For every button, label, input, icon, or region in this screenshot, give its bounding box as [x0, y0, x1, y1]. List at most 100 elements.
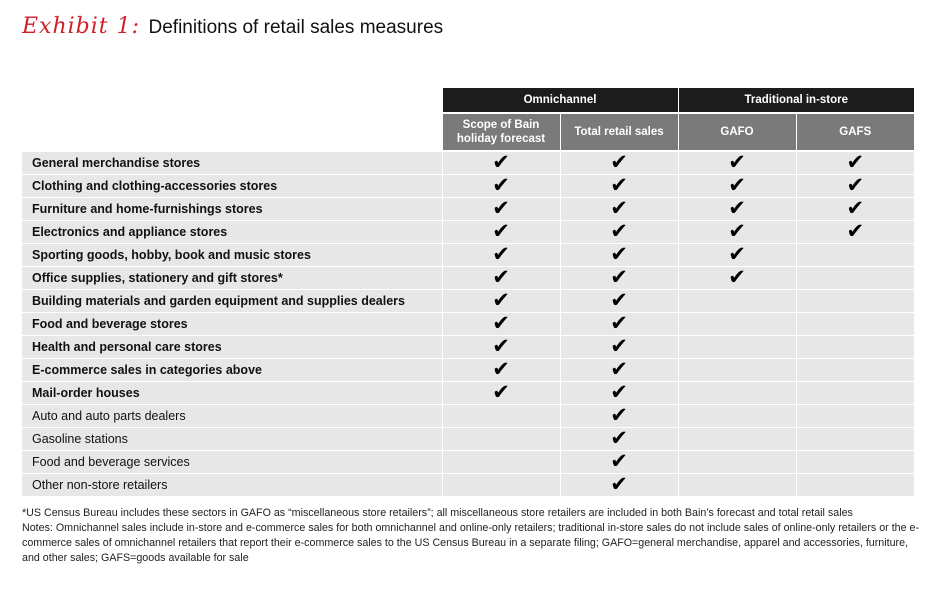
- checkmark-icon: ✔: [610, 173, 628, 197]
- cell-gafs: ✔: [795, 219, 915, 244]
- table-row: Sporting goods, hobby, book and music st…: [22, 242, 915, 267]
- checkmark-icon: ✔: [610, 380, 628, 404]
- column-header-bain-forecast: Scope of Bain holiday forecast: [441, 112, 560, 150]
- cell-total-retail: ✔: [559, 404, 679, 428]
- column-header-gafs: GAFS: [795, 112, 915, 150]
- cell-gafs: [795, 450, 915, 474]
- cell-total-retail: ✔: [559, 242, 679, 267]
- cell-gafs: [795, 358, 915, 382]
- row-label: Office supplies, stationery and gift sto…: [22, 266, 442, 290]
- cell-gafo: ✔: [677, 196, 797, 221]
- checkmark-icon: ✔: [610, 334, 628, 358]
- cell-total-retail: ✔: [559, 312, 679, 336]
- checkmark-icon: ✔: [610, 219, 628, 243]
- cell-gafs: [795, 312, 915, 336]
- checkmark-icon: ✔: [728, 150, 746, 174]
- cell-bain-forecast: ✔: [441, 311, 560, 336]
- row-label: E-commerce sales in categories above: [22, 358, 442, 382]
- cell-gafs: [795, 289, 915, 313]
- checkmark-icon: ✔: [492, 380, 510, 404]
- group-header-traditional: Traditional in-store: [677, 88, 915, 113]
- cell-bain-forecast: ✔: [441, 289, 560, 313]
- header-spacer: [22, 113, 442, 150]
- cell-bain-forecast: ✔: [441, 334, 560, 359]
- checkmark-icon: ✔: [492, 219, 510, 243]
- row-label: Gasoline stations: [22, 427, 442, 451]
- cell-gafo: [677, 312, 797, 336]
- checkmark-icon: ✔: [610, 426, 628, 450]
- table-row: Building materials and garden equipment …: [22, 288, 915, 313]
- cell-gafo: ✔: [677, 265, 797, 290]
- cell-total-retail: ✔: [559, 357, 679, 382]
- cell-bain-forecast: ✔: [441, 150, 560, 175]
- table-row: Clothing and clothing-accessories stores…: [22, 173, 915, 198]
- checkmark-icon: ✔: [610, 196, 628, 220]
- checkmark-icon: ✔: [846, 219, 865, 243]
- table-row: Electronics and appliance stores ✔ ✔ ✔ ✔: [22, 219, 915, 244]
- checkmark-icon: ✔: [846, 173, 865, 197]
- cell-gafo: [677, 450, 797, 474]
- cell-gafs: [795, 335, 915, 359]
- column-header-total-retail: Total retail sales: [559, 112, 679, 150]
- row-label: Sporting goods, hobby, book and music st…: [22, 243, 442, 267]
- table-row: Health and personal care stores ✔ ✔: [22, 334, 915, 359]
- cell-gafo: [677, 381, 797, 405]
- cell-gafs: ✔: [795, 173, 915, 198]
- cell-gafs: [795, 473, 915, 497]
- cell-gafo: [677, 289, 797, 313]
- table-row: Gasoline stations ✔: [22, 426, 915, 451]
- cell-gafs: [795, 381, 915, 405]
- checkmark-icon: ✔: [728, 196, 746, 220]
- footnotes: *US Census Bureau includes these sectors…: [22, 506, 922, 566]
- checkmark-icon: ✔: [492, 357, 510, 381]
- column-header-gafo: GAFO: [677, 112, 797, 150]
- checkmark-icon: ✔: [728, 219, 746, 243]
- group-header-row: Omnichannel Traditional in-store: [22, 88, 915, 113]
- checkmark-icon: ✔: [492, 334, 510, 358]
- cell-gafo: [677, 427, 797, 451]
- cell-total-retail: ✔: [559, 380, 679, 405]
- cell-total-retail: ✔: [559, 219, 679, 244]
- cell-bain-forecast: [441, 427, 560, 451]
- checkmark-icon: ✔: [846, 196, 865, 220]
- cell-bain-forecast: [441, 450, 560, 474]
- exhibit-header: Exhibit 1: Definitions of retail sales m…: [22, 14, 443, 42]
- row-label: Building materials and garden equipment …: [22, 289, 442, 313]
- table-row: Food and beverage services ✔: [22, 450, 915, 474]
- checkmark-icon: ✔: [492, 242, 510, 266]
- cell-bain-forecast: ✔: [441, 380, 560, 405]
- cell-total-retail: ✔: [559, 426, 679, 451]
- cell-total-retail: ✔: [559, 450, 679, 474]
- row-label: Furniture and home-furnishings stores: [22, 197, 442, 221]
- cell-gafo: [677, 358, 797, 382]
- cell-gafs: ✔: [795, 152, 915, 175]
- cell-total-retail: ✔: [559, 334, 679, 359]
- cell-gafs: [795, 404, 915, 428]
- checkmark-icon: ✔: [492, 150, 510, 174]
- row-label: Other non-store retailers: [22, 473, 442, 497]
- checkmark-icon: ✔: [610, 357, 628, 381]
- cell-gafs: [795, 427, 915, 451]
- column-header-row: Scope of Bain holiday forecast Total ret…: [22, 112, 915, 150]
- checkmark-icon: ✔: [492, 265, 510, 289]
- cell-total-retail: ✔: [559, 196, 679, 221]
- checkmark-icon: ✔: [610, 288, 628, 312]
- exhibit-title: Definitions of retail sales measures: [148, 17, 444, 38]
- cell-gafs: ✔: [795, 196, 915, 221]
- cell-bain-forecast: ✔: [441, 219, 560, 244]
- table-row: General merchandise stores ✔ ✔ ✔ ✔: [22, 150, 915, 175]
- row-label: Food and beverage services: [22, 450, 442, 474]
- cell-gafs: [795, 243, 915, 267]
- row-label: General merchandise stores: [22, 152, 442, 175]
- cell-gafo: [677, 473, 797, 497]
- checkmark-icon: ✔: [610, 265, 628, 289]
- footnote-notes: Notes: Omnichannel sales include in-stor…: [22, 522, 920, 564]
- cell-bain-forecast: [441, 404, 560, 428]
- table-body: General merchandise stores ✔ ✔ ✔ ✔ Clothing a…: [22, 150, 915, 497]
- checkmark-icon: ✔: [728, 265, 746, 289]
- checkmark-icon: ✔: [492, 311, 510, 335]
- row-label: Clothing and clothing-accessories stores: [22, 174, 442, 198]
- checkmark-icon: ✔: [610, 242, 628, 266]
- cell-bain-forecast: ✔: [441, 174, 560, 198]
- header-spacer: [22, 88, 442, 113]
